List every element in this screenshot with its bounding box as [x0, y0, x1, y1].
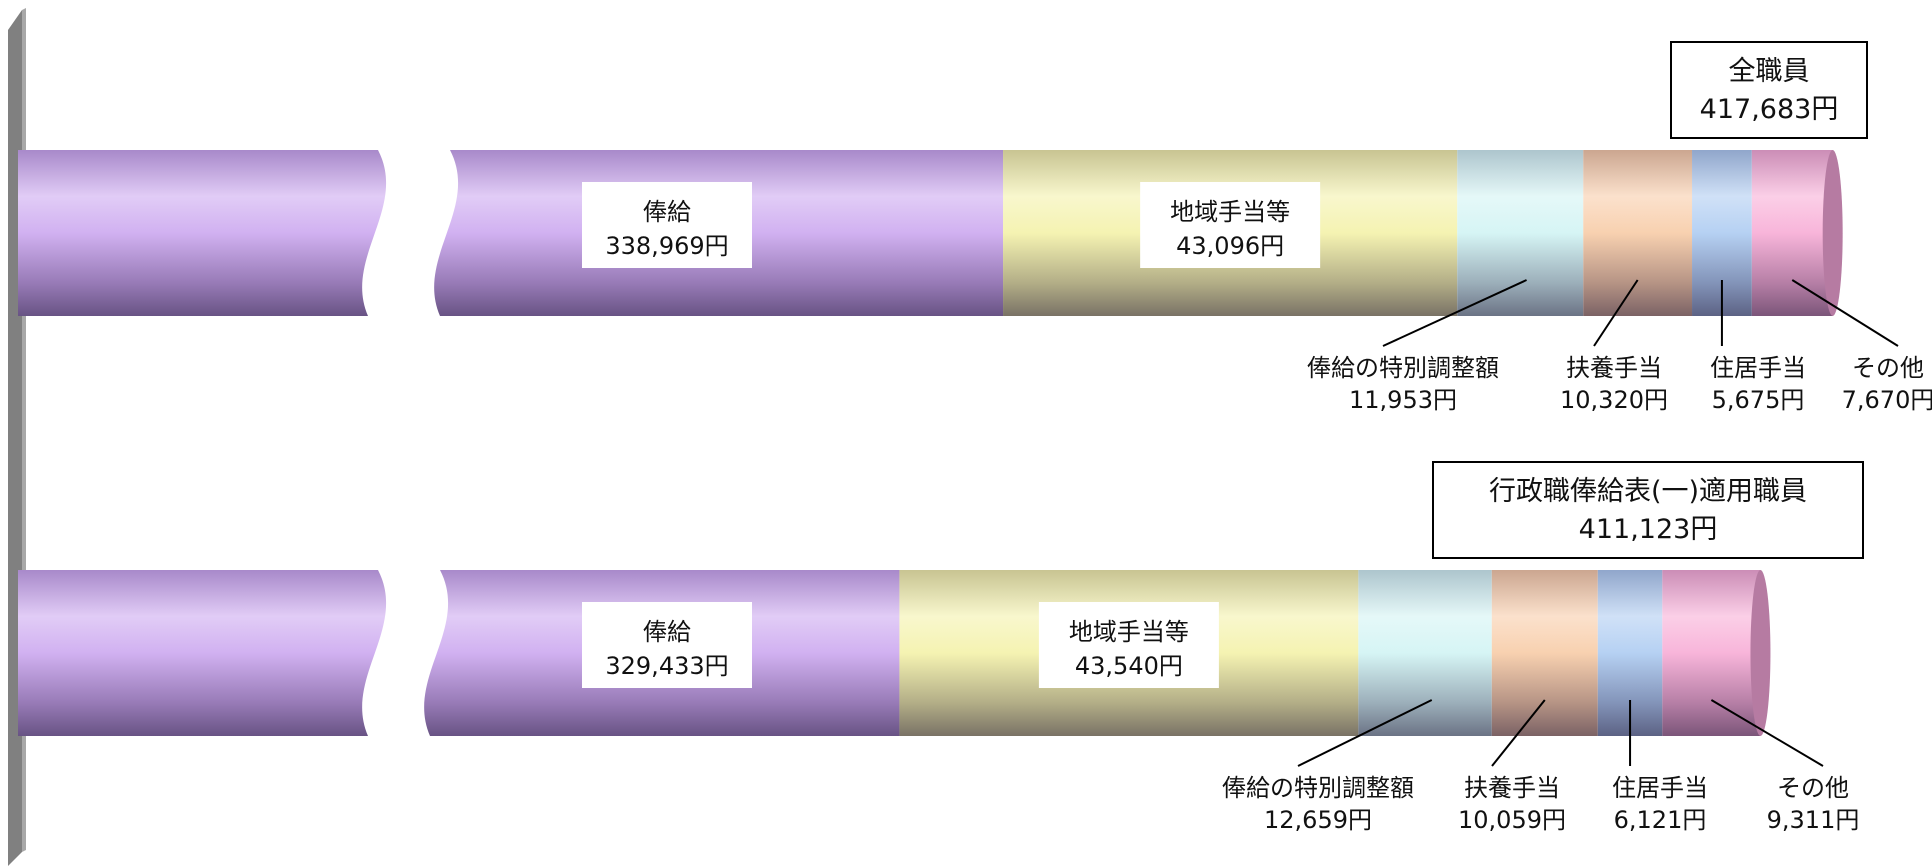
- segment-1-3: [1491, 570, 1598, 736]
- callout-value-0-2: 11,953円: [1349, 386, 1457, 414]
- callout-name-0-3: 扶養手当: [1566, 354, 1662, 382]
- callout-name-1-4: 住居手当: [1612, 774, 1708, 802]
- inbar-label-value-1-0: 329,433円: [605, 652, 728, 680]
- vertical-axis: [8, 8, 26, 866]
- segment-1-4: [1597, 570, 1663, 736]
- callout-name-1-3: 扶養手当: [1464, 774, 1560, 802]
- callout-line-0-3: [1593, 279, 1639, 347]
- segment-0-5: [1751, 150, 1833, 316]
- bar-endcap-0: [1822, 150, 1843, 316]
- total-value-0: 417,683円: [1700, 94, 1839, 125]
- inbar-label-name-0-1: 地域手当等: [1170, 198, 1290, 226]
- callout-line-0-2: [1382, 279, 1527, 347]
- inbar-label-value-0-0: 338,969円: [605, 232, 728, 260]
- callout-name-1-2: 俸給の特別調整額: [1222, 774, 1414, 802]
- callout-value-0-4: 5,675円: [1712, 386, 1805, 414]
- callout-name-0-5: その他: [1852, 354, 1924, 382]
- segment-0-3: [1583, 150, 1693, 316]
- inbar-label-value-0-1: 43,096円: [1176, 232, 1284, 260]
- inbar-label-name-1-0: 俸給: [643, 618, 691, 646]
- inbar-label-name-1-1: 地域手当等: [1069, 618, 1189, 646]
- callout-value-1-5: 9,311円: [1767, 806, 1860, 834]
- callout-name-0-4: 住居手当: [1710, 354, 1806, 382]
- bar-stub-1: [18, 570, 387, 736]
- callout-value-0-3: 10,320円: [1560, 386, 1668, 414]
- inbar-label-box-1-0: [582, 602, 752, 688]
- callout-name-0-2: 俸給の特別調整額: [1307, 354, 1499, 382]
- inbar-label-box-0-0: [582, 182, 752, 268]
- bar-0: [18, 150, 1843, 316]
- segment-0-2: [1457, 150, 1584, 316]
- total-title-0: 全職員: [1729, 56, 1810, 87]
- bar-1: [18, 570, 1771, 736]
- inbar-label-box-0-1: [1140, 182, 1321, 268]
- callout-line-1-2: [1297, 699, 1433, 767]
- bar-group: [18, 150, 1843, 736]
- bar-endcap-1: [1750, 570, 1771, 736]
- callout-line-1-3: [1491, 699, 1546, 767]
- callout-value-1-4: 6,121円: [1614, 806, 1707, 834]
- segment-0-4: [1692, 150, 1752, 316]
- inbar-label-name-0-0: 俸給: [643, 198, 691, 226]
- bar-stub-0: [18, 150, 387, 316]
- callout-value-0-5: 7,670円: [1842, 386, 1932, 414]
- callout-value-1-3: 10,059円: [1458, 806, 1566, 834]
- segment-1-2: [1358, 570, 1492, 736]
- total-value-1: 411,123円: [1579, 514, 1718, 545]
- total-box-0: [1670, 41, 1868, 139]
- total-box-1: [1432, 461, 1864, 559]
- callout-value-1-2: 12,659円: [1264, 806, 1372, 834]
- callout-line-0-5: [1791, 279, 1899, 347]
- callout-name-1-5: その他: [1777, 774, 1849, 802]
- inbar-label-value-1-1: 43,540円: [1075, 652, 1183, 680]
- label-group: 俸給338,969円地域手当等43,096円俸給の特別調整額11,953円扶養手…: [582, 41, 1932, 834]
- segment-1-5: [1662, 570, 1761, 736]
- total-title-1: 行政職俸給表(一)適用職員: [1489, 476, 1807, 507]
- axis-wall: [8, 10, 22, 866]
- inbar-label-box-1-1: [1038, 602, 1219, 688]
- callout-line-1-5: [1710, 699, 1824, 767]
